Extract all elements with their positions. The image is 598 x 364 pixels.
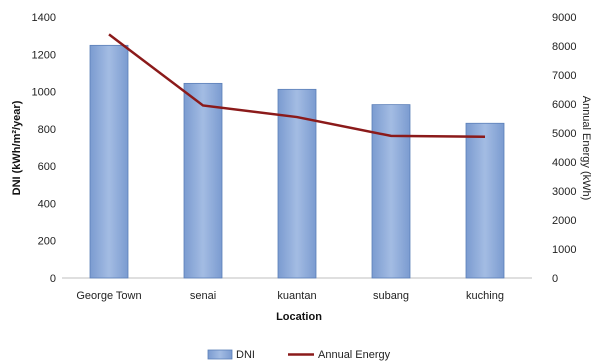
left-tick-label: 0 (50, 273, 56, 285)
legend-label-annual-energy: Annual Energy (318, 349, 391, 361)
category-label: kuantan (277, 290, 316, 302)
right-tick-label: 3000 (552, 186, 576, 198)
right-tick-label: 9000 (552, 12, 576, 24)
legend-label-dni: DNI (236, 349, 255, 361)
left-tick-label: 800 (38, 124, 56, 136)
category-label: George Town (76, 290, 141, 302)
left-tick-label: 400 (38, 198, 56, 210)
category-label: kuching (466, 290, 504, 302)
x-axis-title: Location (276, 311, 322, 323)
right-tick-label: 7000 (552, 70, 576, 82)
right-axis-ticks: 0 1000 2000 3000 4000 5000 6000 7000 8000 9000 (552, 12, 576, 285)
category-labels: George Town senai kuantan subang kuching (76, 290, 504, 302)
right-tick-label: 4000 (552, 157, 576, 169)
left-tick-label: 600 (38, 161, 56, 173)
right-tick-label: 8000 (552, 41, 576, 53)
y-axis-title: DNI (kWh/m²/year) (11, 100, 23, 195)
annual-energy-line (108, 33, 486, 139)
right-tick-label: 0 (552, 273, 558, 285)
category-label: senai (190, 290, 216, 302)
left-tick-label: 200 (38, 236, 56, 248)
left-axis-ticks: 0 200 400 600 800 1000 1200 1400 (32, 12, 56, 285)
legend: DNI Annual Energy (207, 349, 391, 361)
dni-bar (89, 44, 129, 279)
right-tick-label: 6000 (552, 99, 576, 111)
right-tick-label: 5000 (552, 128, 576, 140)
y2-axis-title: Annual Energy (kWh) (580, 96, 592, 201)
left-tick-label: 1000 (32, 87, 56, 99)
dni-bar (465, 122, 505, 279)
dni-bar (183, 82, 223, 279)
category-label: subang (373, 290, 409, 302)
left-tick-label: 1400 (32, 12, 56, 24)
left-tick-label: 1200 (32, 49, 56, 61)
dni-bar (371, 104, 411, 279)
right-tick-label: 2000 (552, 215, 576, 227)
legend-swatch-dni (207, 349, 233, 360)
dni-bars (89, 44, 505, 279)
right-tick-label: 1000 (552, 244, 576, 256)
